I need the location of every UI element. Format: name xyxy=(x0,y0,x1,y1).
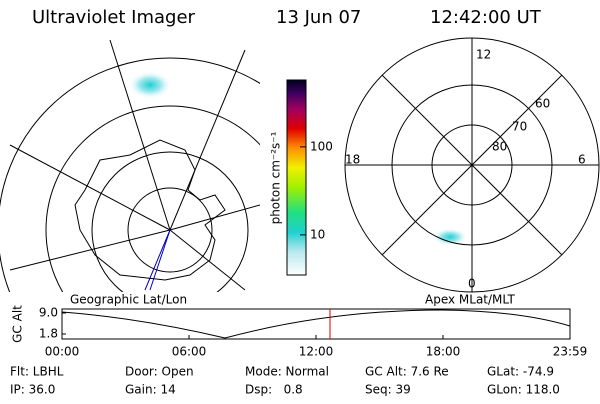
colorbar xyxy=(286,79,307,276)
title: Ultraviolet Imager xyxy=(32,7,196,28)
time: 12:42:00 UT xyxy=(430,7,542,28)
info-field: IP: 36.0 xyxy=(10,383,55,397)
lat-label: 70 xyxy=(512,120,527,134)
lat-label: 60 xyxy=(535,97,550,111)
mlt-label: 12 xyxy=(476,48,491,62)
mlt-label: 0 xyxy=(468,277,476,291)
info-field: Flt: LBHL xyxy=(10,365,64,379)
info-field: GLat: -74.9 xyxy=(487,365,554,379)
orbit-y-tick-label: 9.0 xyxy=(39,306,58,320)
orbit-x-tick-label: 18:00 xyxy=(426,345,461,359)
magnetic-map: 12 18 6 0 60 70 80 xyxy=(344,37,600,293)
info-field: Door: Open xyxy=(125,365,194,379)
orbit-x-tick-label: 12:00 xyxy=(299,345,334,359)
orbit-altitude-curve xyxy=(61,309,571,339)
orbit-y-tick-label: 1.8 xyxy=(39,327,58,341)
geographic-map xyxy=(0,39,260,292)
mlt-label: 18 xyxy=(345,153,360,167)
orbit-x-tick-label: 06:00 xyxy=(172,345,207,359)
lat-label: 80 xyxy=(492,140,507,154)
info-field: Mode: Normal xyxy=(245,365,329,379)
mlt-label: 6 xyxy=(578,153,586,167)
orbit-x-tick-label: 00:00 xyxy=(45,345,80,359)
info-field: Gain: 14 xyxy=(125,383,176,397)
info-field: Seq: 39 xyxy=(365,383,411,397)
info-field: GC Alt: 7.6 Re xyxy=(365,365,449,379)
info-field: Dsp: 0.8 xyxy=(245,383,303,397)
right-map-label: Apex MLat/MLT xyxy=(425,293,515,307)
left-map-label: Geographic Lat/Lon xyxy=(70,293,187,307)
date: 13 Jun 07 xyxy=(276,7,361,28)
info-field: GLon: 118.0 xyxy=(487,383,560,397)
orbit-plot-frame xyxy=(61,308,571,340)
orbit-y-label: GC Alt xyxy=(11,305,25,343)
colorbar-tick-label: 100 xyxy=(310,139,333,153)
colorbar-label: photon cm⁻²s⁻¹ xyxy=(269,131,283,224)
colorbar-tick-label: 10 xyxy=(310,227,325,241)
orbit-x-tick-label: 23:59 xyxy=(553,345,588,359)
